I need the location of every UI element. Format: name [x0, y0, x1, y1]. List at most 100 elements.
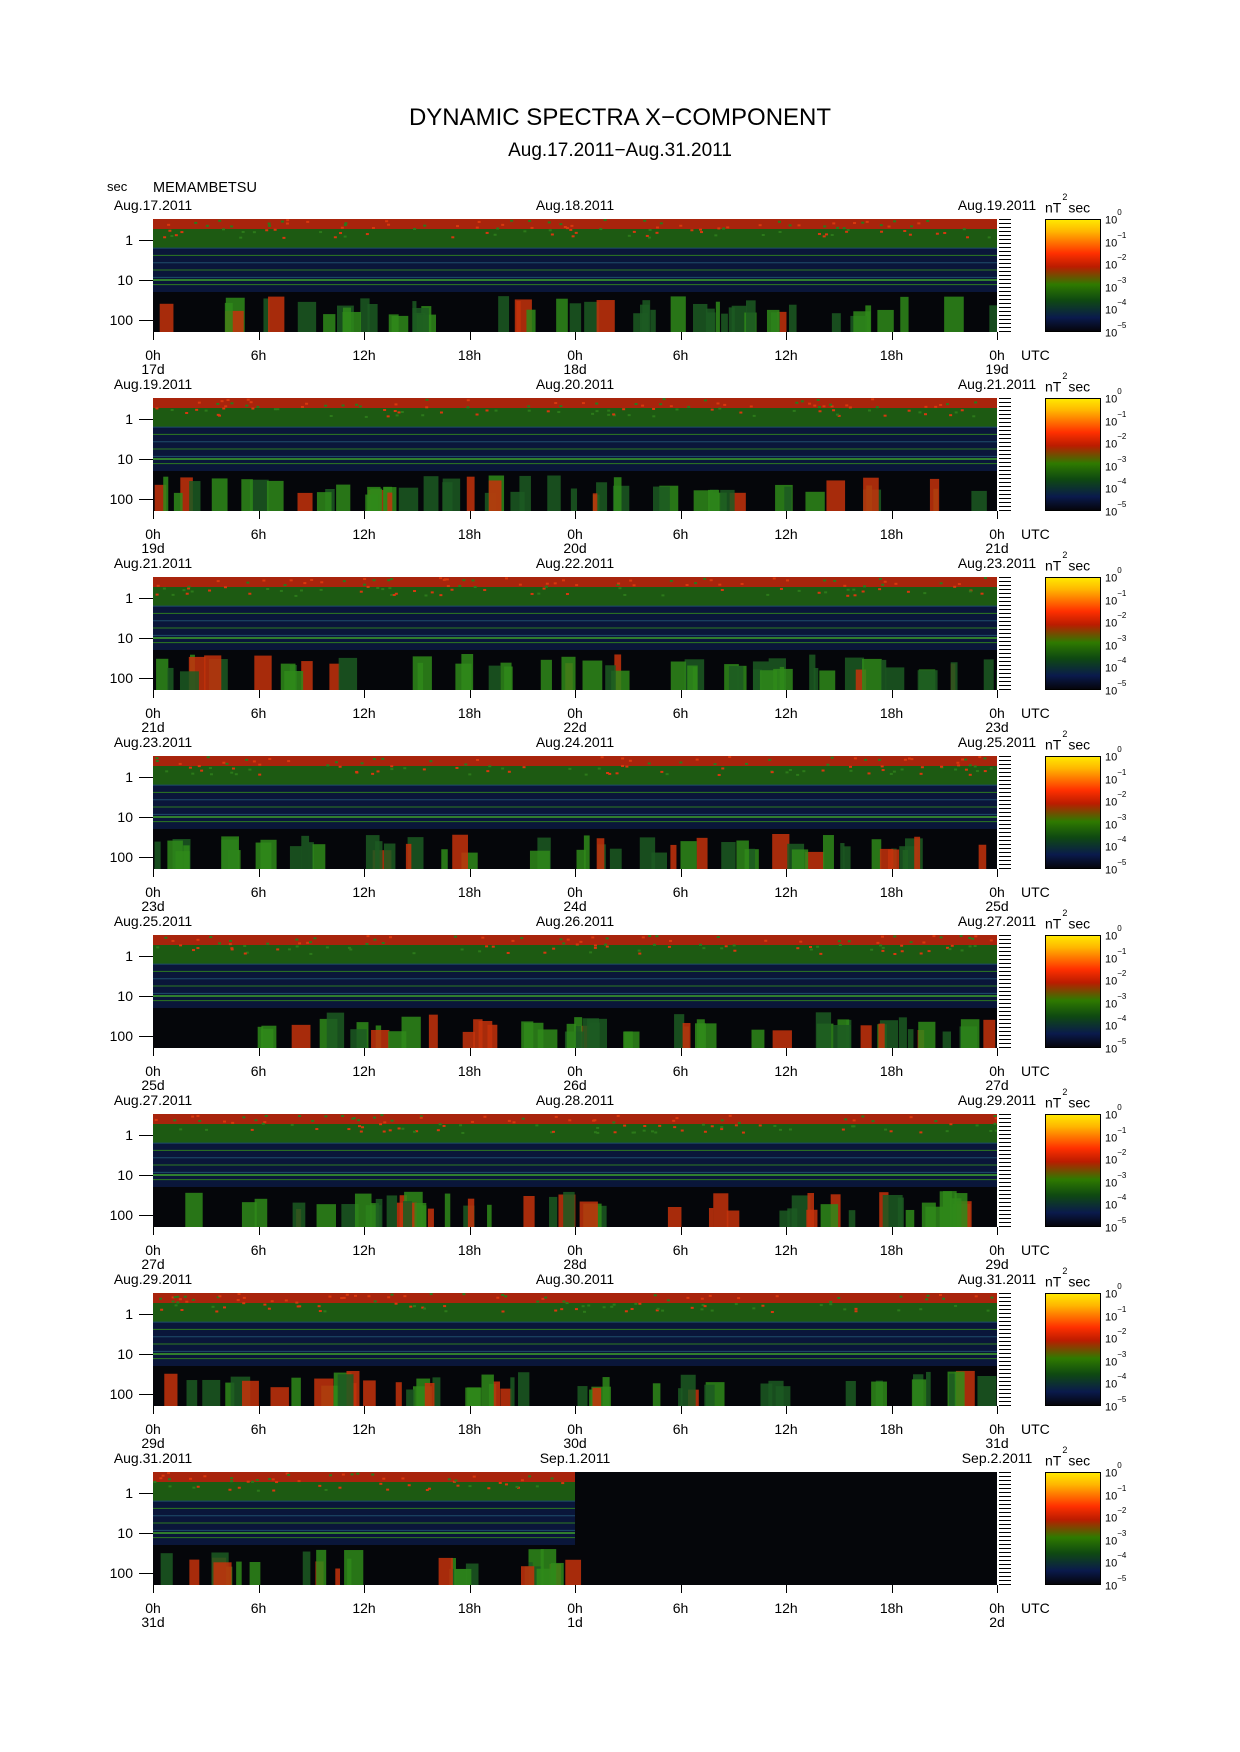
x-tick: [153, 511, 154, 519]
y-tick: [139, 1174, 153, 1176]
speckle: [285, 222, 289, 225]
activity-cluster: [213, 1562, 232, 1585]
speckle: [935, 232, 939, 235]
speckle: [680, 1129, 684, 1132]
panel-date-mid: Aug.28.2011: [535, 1092, 615, 1108]
speckle: [732, 944, 736, 947]
speckle: [234, 773, 238, 776]
short-period-band: [153, 1114, 997, 1124]
speckle: [520, 1479, 524, 1482]
speckle: [575, 584, 579, 587]
speckle: [397, 411, 401, 414]
speckle: [438, 1123, 442, 1126]
speckle: [445, 578, 449, 581]
y-tick-label: 100: [109, 1564, 133, 1581]
speckle: [553, 582, 557, 585]
speckle: [382, 1477, 386, 1480]
upper-band: [153, 229, 997, 249]
y-tick-label: 100: [109, 490, 133, 507]
x-tick-label: 12h: [352, 1421, 376, 1437]
speckle: [494, 409, 498, 412]
x-tick: [575, 1585, 576, 1593]
speckle: [566, 938, 570, 941]
speckle: [329, 415, 333, 418]
speckle: [197, 401, 201, 404]
speckle: [667, 945, 671, 948]
speckle: [974, 935, 978, 938]
speckle: [673, 1126, 677, 1129]
activity-cluster: [805, 491, 825, 511]
speckle: [390, 593, 394, 596]
x-tick: [786, 1048, 787, 1056]
speckle: [605, 937, 609, 940]
speckle: [703, 1130, 707, 1133]
day-label: 29d: [141, 1435, 165, 1451]
speckle: [713, 763, 717, 766]
speckle: [561, 579, 565, 582]
activity-cluster: [881, 659, 887, 690]
speckle: [382, 1130, 386, 1133]
speckle: [986, 1309, 990, 1312]
x-tick-label: 0h: [567, 705, 583, 721]
speckle: [906, 590, 910, 593]
speckle: [679, 224, 683, 227]
speckle: [419, 1115, 423, 1118]
speckle: [358, 405, 362, 408]
speckle: [622, 408, 626, 411]
speckle: [376, 770, 380, 773]
panel-date-mid: Aug.30.2011: [535, 1271, 615, 1287]
speckle: [258, 773, 262, 776]
activity-cluster: [983, 1019, 996, 1048]
speckle: [192, 1486, 196, 1489]
speckle: [837, 414, 841, 417]
speckle: [536, 1300, 540, 1303]
speckle: [879, 224, 883, 227]
colorbar-tick-label: 10−2: [1105, 1506, 1127, 1525]
speckle: [290, 1123, 294, 1126]
activity-cluster: [529, 850, 550, 869]
activity-cluster: [316, 492, 332, 511]
activity-cluster: [241, 1202, 257, 1227]
speckle: [171, 939, 175, 942]
panel-date-left: Aug.23.2011: [113, 734, 193, 750]
colorbar-tick-label: 10−1: [1105, 1304, 1127, 1324]
speckle: [871, 398, 875, 401]
activity-cluster: [840, 843, 845, 869]
x-tick: [364, 869, 365, 877]
x-tick-label: 0h: [567, 347, 583, 363]
utc-label: UTC: [1021, 884, 1050, 900]
activity-cluster: [907, 1029, 914, 1048]
x-tick-label: 0h: [145, 884, 161, 900]
x-tick: [364, 1585, 365, 1593]
x-tick: [786, 690, 787, 698]
speckle: [854, 1310, 858, 1313]
x-tick: [891, 1048, 893, 1056]
speckle: [403, 1295, 407, 1298]
speckle: [209, 936, 213, 939]
speckle: [163, 236, 167, 239]
speckle: [400, 411, 404, 414]
colorbar-tick-label: 10−2: [1105, 611, 1127, 630]
speckle: [230, 1477, 234, 1480]
x-tick: [680, 690, 682, 698]
activity-cluster: [523, 1195, 535, 1227]
activity-cluster: [164, 1373, 178, 1406]
speckle: [168, 229, 172, 232]
speckle: [717, 773, 721, 776]
speckle: [612, 413, 616, 416]
speckle: [179, 1128, 183, 1131]
speckle: [939, 582, 943, 585]
activity-cluster: [442, 478, 461, 511]
x-tick-label: 6h: [250, 1063, 267, 1079]
activity-cluster: [189, 1559, 200, 1585]
speckle: [349, 948, 353, 951]
speckle: [889, 772, 893, 775]
speckle: [394, 403, 398, 406]
speckle: [205, 1128, 209, 1131]
speckle: [481, 936, 485, 939]
speckle: [507, 1119, 511, 1122]
activity-cluster: [257, 1026, 264, 1048]
activity-cluster: [549, 1196, 558, 1227]
x-tick: [258, 511, 260, 519]
colorbar-tick-label: 10−4: [1105, 1193, 1127, 1213]
